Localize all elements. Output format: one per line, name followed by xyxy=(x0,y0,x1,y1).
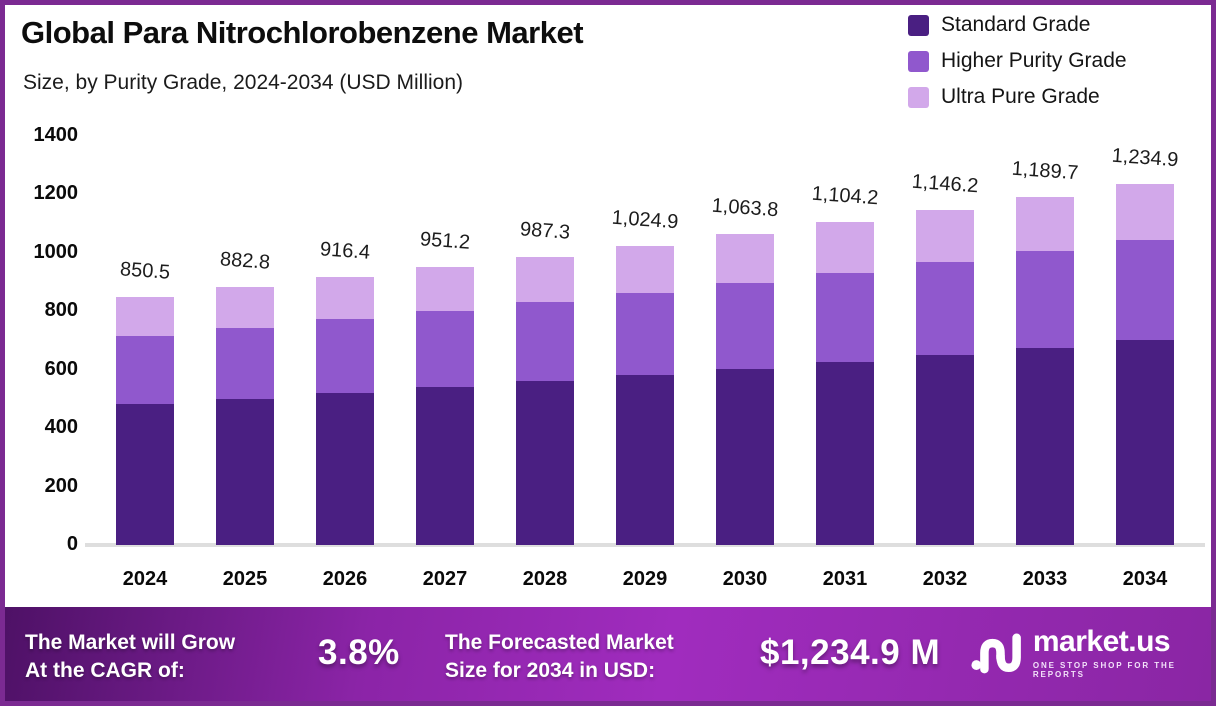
bar-total-label: 850.5 xyxy=(119,257,171,284)
bar-segment xyxy=(1116,340,1174,545)
bar-total-label: 1,104.2 xyxy=(810,183,880,210)
bar-total-label: 916.4 xyxy=(319,238,371,264)
forecast-label: The Forecasted Market Size for 2034 in U… xyxy=(445,631,674,683)
cagr-label: The Market will Grow At the CAGR of: xyxy=(25,631,236,683)
y-axis-tick-label: 200 xyxy=(44,474,78,497)
bar-segment xyxy=(316,277,374,320)
chart-legend: Standard Grade Higher Purity Grade Ultra P… xyxy=(908,13,1127,109)
y-axis-tick-label: 1200 xyxy=(33,182,79,205)
bar-segment xyxy=(316,393,374,545)
bar-segment xyxy=(616,245,674,293)
y-axis-tick-label: 1000 xyxy=(33,240,79,263)
legend-item: Higher Purity Grade xyxy=(908,49,1127,73)
bar-segment xyxy=(816,222,874,273)
bar-segment xyxy=(716,368,774,545)
bar-total-label: 1,189.7 xyxy=(1010,158,1080,185)
bar-segment xyxy=(816,272,874,363)
bar-segment xyxy=(1016,197,1074,252)
bar-total-label: 987.3 xyxy=(519,217,571,244)
legend-swatch-icon xyxy=(908,50,929,72)
bar-total-label: 1,024.9 xyxy=(610,206,680,233)
x-axis-year-label: 2030 xyxy=(722,568,768,590)
legend-label: Standard Grade xyxy=(941,13,1091,36)
bar-segment xyxy=(1116,239,1174,341)
bar-segment xyxy=(516,301,574,382)
page-subtitle: Size, by Purity Grade, 2024-2034 (USD Mi… xyxy=(23,71,464,94)
y-axis-tick-label: 400 xyxy=(44,416,78,439)
legend-item: Standard Grade xyxy=(908,13,1127,37)
bar-segment xyxy=(1116,184,1174,240)
x-axis-year-label: 2032 xyxy=(922,568,968,590)
bar-total-label: 882.8 xyxy=(219,248,271,274)
legend-label: Higher Purity Grade xyxy=(941,49,1127,72)
bar-segment xyxy=(916,210,974,263)
bar-total-label: 1,063.8 xyxy=(710,194,780,222)
bar-segment xyxy=(916,262,974,356)
bar-segment xyxy=(916,355,974,545)
x-axis-line xyxy=(85,543,1205,547)
bar-segment xyxy=(616,292,674,376)
x-axis-year-label: 2027 xyxy=(422,568,468,590)
x-axis-year-label: 2034 xyxy=(1122,568,1168,590)
x-axis-year-label: 2033 xyxy=(1022,568,1068,590)
legend-item: Ultra Pure Grade xyxy=(908,85,1127,109)
bar-segment xyxy=(416,387,474,545)
bar-total-label: 951.2 xyxy=(419,228,471,254)
bar-segment xyxy=(716,234,774,283)
bar-segment xyxy=(416,310,474,388)
bar-segment xyxy=(516,381,574,545)
bar-segment xyxy=(616,375,674,545)
y-axis-tick-label: 600 xyxy=(44,357,78,380)
logo-text: market.us ONE STOP SHOP FOR THE REPORTS xyxy=(1032,625,1211,680)
bar-segment xyxy=(116,296,174,336)
bar-segment xyxy=(1016,251,1074,348)
x-axis-year-label: 2025 xyxy=(222,568,268,590)
bar-segment xyxy=(216,287,274,328)
legend-swatch-icon xyxy=(908,14,929,36)
bar-total-label: 1,146.2 xyxy=(910,170,980,198)
legend-label: Ultra Pure Grade xyxy=(941,85,1100,108)
bar-segment xyxy=(816,362,874,545)
legend-swatch-icon xyxy=(908,86,929,108)
bar-total-label: 1,234.9 xyxy=(1110,144,1180,172)
bar-segment xyxy=(216,327,274,399)
footer-banner: The Market will Grow At the CAGR of: 3.8… xyxy=(5,607,1211,701)
bar-segment xyxy=(516,256,574,302)
x-axis-year-label: 2026 xyxy=(322,568,368,590)
bar-segment xyxy=(316,319,374,394)
bar-segment xyxy=(416,267,474,311)
brand-name: market.us xyxy=(1032,625,1171,658)
market-us-logo-icon xyxy=(971,633,1021,674)
x-axis-year-label: 2031 xyxy=(822,568,868,590)
forecast-value: $1,234.9 M xyxy=(760,633,941,672)
bar-segment xyxy=(116,403,174,545)
cagr-value: 3.8% xyxy=(318,633,400,672)
y-axis-tick-label: 0 xyxy=(66,533,78,555)
stacked-bar-chart: 0 200 400 600 800 1000 1200 1400 850.5 2024 882.8 2… xyxy=(5,5,1211,605)
bar-segment xyxy=(1016,347,1074,545)
x-axis-year-label: 2024 xyxy=(122,568,168,590)
brand-tagline: ONE STOP SHOP FOR THE REPORTS xyxy=(1032,661,1176,679)
y-axis-tick-label: 1400 xyxy=(33,124,79,146)
bar-segment xyxy=(216,398,274,545)
y-axis-tick-label: 800 xyxy=(44,299,78,322)
x-axis-year-label: 2029 xyxy=(622,568,668,590)
x-axis-year-label: 2028 xyxy=(522,568,568,590)
bar-segment xyxy=(716,282,774,369)
bar-segment xyxy=(116,335,174,404)
market-us-logo: market.us ONE STOP SHOP FOR THE REPORTS xyxy=(971,627,1211,679)
page-title: Global Para Nitrochlorobenzene Market xyxy=(21,15,584,50)
